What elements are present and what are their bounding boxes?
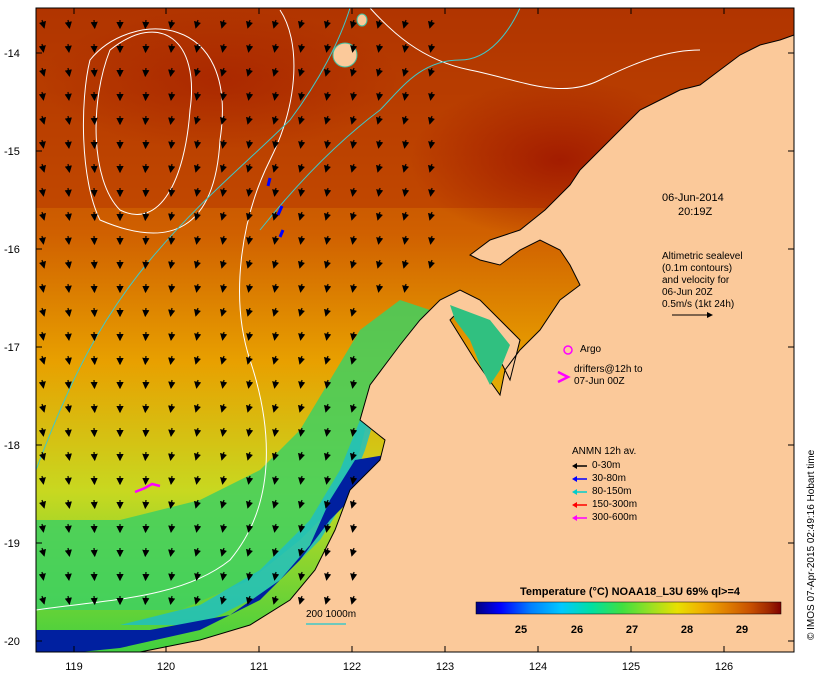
- y-tick-label: -17: [4, 342, 20, 354]
- drifters-label-line1: drifters@12h to: [574, 364, 643, 375]
- velocity-arrow: [94, 20, 95, 28]
- y-tick-label: -14: [4, 48, 20, 60]
- velocity-arrow: [94, 212, 95, 220]
- colorbar-title: Temperature (°C) NOAA18_L3U 69% ql>=4: [520, 586, 740, 598]
- velocity-arrow: [145, 548, 146, 556]
- y-tick-label: -18: [4, 440, 20, 452]
- anmn-legend-label: 300-600m: [592, 512, 637, 523]
- date-stamp-line2: 20:19Z: [678, 206, 712, 218]
- anmn-legend-item: 80-150m: [572, 486, 631, 497]
- velocity-arrow: [145, 68, 146, 76]
- velocity-arrow: [94, 452, 95, 460]
- velocity-arrow: [94, 308, 95, 316]
- velocity-arrow: [145, 404, 146, 412]
- anmn-arrow-icon: [572, 514, 588, 522]
- anmn-legend-item: 30-80m: [572, 473, 626, 484]
- y-tick-label: -15: [4, 146, 20, 158]
- date-stamp-line1: 06-Jun-2014: [662, 192, 724, 204]
- anmn-legend-item: 150-300m: [572, 499, 637, 510]
- altimetry-note-line: (0.1m contours): [662, 263, 732, 274]
- colorbar-tick: 25: [515, 624, 527, 636]
- isobath-label: 200 1000m: [306, 609, 356, 620]
- velocity-arrow: [145, 260, 146, 268]
- drifters-label-line2: 07-Jun 00Z: [574, 376, 625, 387]
- hot-spot-north: [40, 10, 400, 150]
- argo-label: Argo: [580, 344, 601, 355]
- x-tick-label: 125: [622, 661, 640, 673]
- x-tick-label: 123: [436, 661, 454, 673]
- velocity-arrow: [94, 596, 95, 604]
- x-tick-label: 120: [157, 661, 175, 673]
- y-tick-label: -20: [4, 636, 20, 648]
- colorbar: [476, 602, 781, 614]
- anmn-arrow-icon: [572, 488, 588, 496]
- velocity-arrow: [94, 260, 95, 268]
- velocity-arrow: [94, 356, 95, 364]
- velocity-arrow: [94, 500, 95, 508]
- velocity-arrow: [94, 404, 95, 412]
- anmn-legend-title: ANMN 12h av.: [572, 446, 636, 457]
- altimetry-note-line: 0.5m/s (1kt 24h): [662, 299, 734, 310]
- x-tick-label: 121: [250, 661, 268, 673]
- x-tick-label: 124: [529, 661, 547, 673]
- anmn-arrow-icon: [572, 501, 588, 509]
- velocity-arrow: [145, 452, 146, 460]
- colorbar-tick: 29: [736, 624, 748, 636]
- altimetry-note-line: 06-Jun 20Z: [662, 287, 713, 298]
- anmn-legend-item: 0-30m: [572, 460, 620, 471]
- velocity-arrow: [94, 68, 95, 76]
- x-tick-label: 119: [65, 661, 83, 673]
- velocity-arrow: [145, 596, 146, 604]
- velocity-arrow: [94, 548, 95, 556]
- anmn-arrow-icon: [572, 475, 588, 483]
- anmn-legend-label: 80-150m: [592, 486, 631, 497]
- credit-text: © IMOS 07-Apr-2015 02:49:16 Hobart time: [806, 450, 817, 640]
- velocity-arrow: [145, 500, 146, 508]
- anmn-arrow-icon: [572, 462, 588, 470]
- altimetry-note-line: Altimetric sealevel: [662, 251, 743, 262]
- velocity-arrow: [145, 164, 146, 172]
- colorbar-tick: 28: [681, 624, 693, 636]
- y-tick-label: -19: [4, 538, 20, 550]
- velocity-arrow: [145, 116, 146, 124]
- velocity-arrow: [145, 308, 146, 316]
- velocity-arrow: [145, 212, 146, 220]
- island: [357, 14, 367, 26]
- velocity-arrow: [94, 116, 95, 124]
- colorbar-tick: 27: [626, 624, 638, 636]
- colorbar-tick: 26: [571, 624, 583, 636]
- anmn-legend-label: 0-30m: [592, 460, 620, 471]
- x-tick-label: 122: [343, 661, 361, 673]
- velocity-arrow: [94, 164, 95, 172]
- anmn-legend-label: 150-300m: [592, 499, 637, 510]
- anmn-legend-item: 300-600m: [572, 512, 637, 523]
- x-tick-label: 126: [715, 661, 733, 673]
- altimetry-note-line: and velocity for: [662, 275, 729, 286]
- y-tick-label: -16: [4, 244, 20, 256]
- anmn-legend-label: 30-80m: [592, 473, 626, 484]
- velocity-arrow: [145, 20, 146, 28]
- velocity-arrow: [145, 356, 146, 364]
